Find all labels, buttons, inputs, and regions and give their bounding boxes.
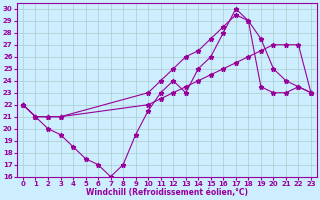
X-axis label: Windchill (Refroidissement éolien,°C): Windchill (Refroidissement éolien,°C): [86, 188, 248, 197]
